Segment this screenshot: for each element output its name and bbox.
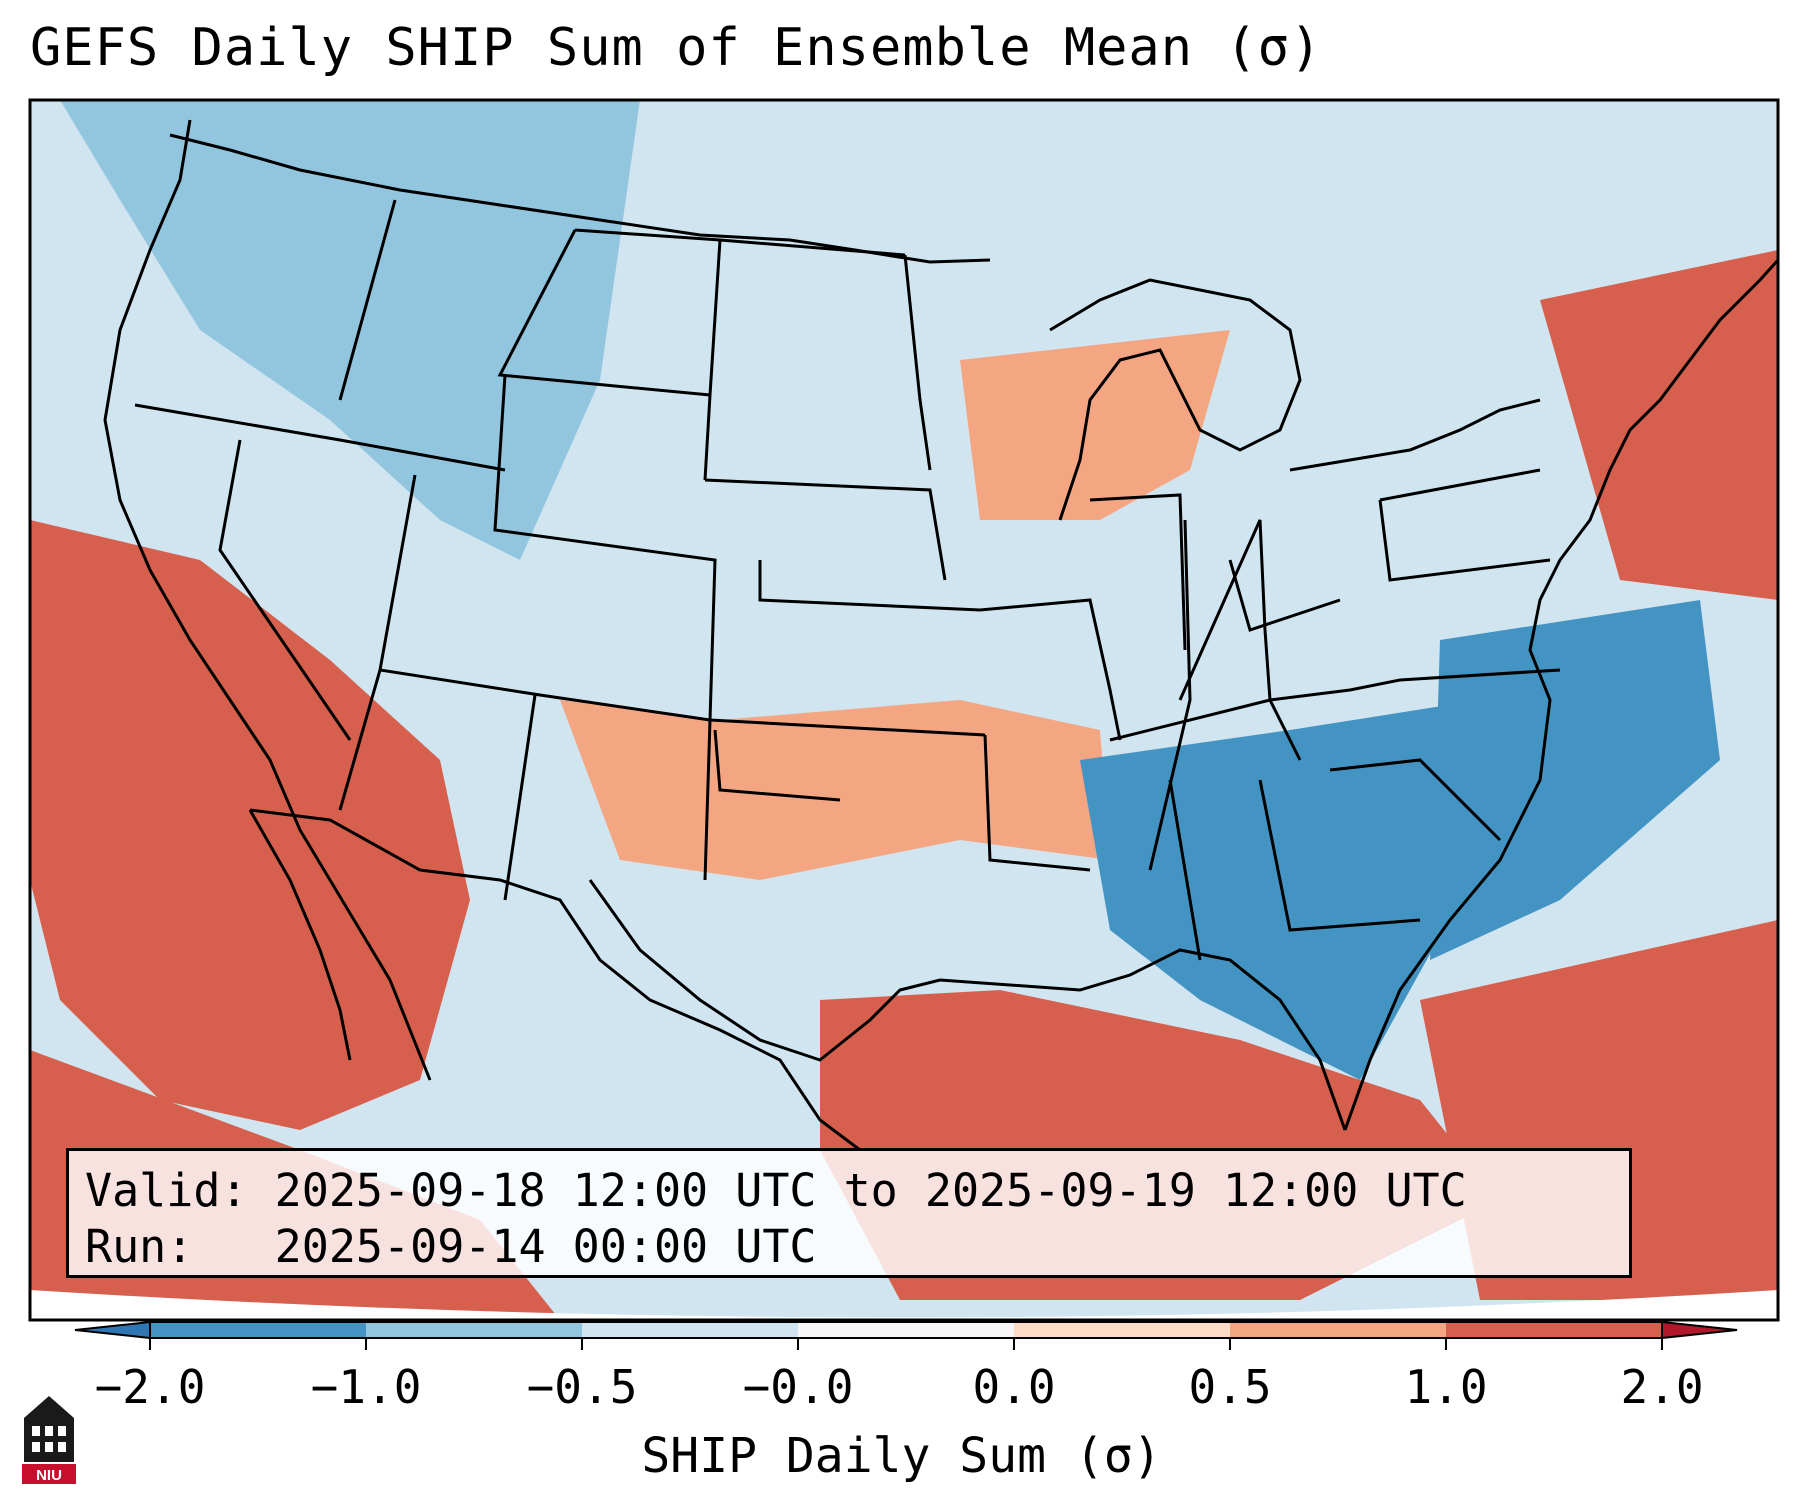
colorbar-tick-label: −0.5 <box>526 1360 638 1414</box>
region-southern-plains-oklahoma-texas-panhandle- <box>560 700 1110 880</box>
colorbar-bin <box>366 1322 583 1338</box>
colorbar-bin <box>798 1322 1015 1338</box>
run-value: 2025-09-14 00:00 UTC <box>274 1220 817 1273</box>
colorbar-label: SHIP Daily Sum (σ) <box>641 1428 1162 1484</box>
gulf-coast <box>588 879 1347 1131</box>
field-layer <box>30 100 1778 1318</box>
colorbar-frame <box>149 1321 1663 1339</box>
colorbar-tick-label: 0.0 <box>972 1360 1056 1414</box>
valid-row: Valid: 2025-09-18 12:00 UTC to 2025-09-1… <box>85 1163 1613 1219</box>
region-new-england-coastal-waters <box>1540 250 1778 600</box>
region-pacific-northwest-rockies <box>60 100 640 560</box>
colorbar-bin <box>150 1322 367 1338</box>
colorbar-tick-label: −0.0 <box>742 1360 854 1414</box>
colorbar-bin <box>582 1322 799 1338</box>
great-lakes <box>1049 278 1302 521</box>
run-row: Run: 2025-09-14 00:00 UTC <box>85 1219 1613 1275</box>
colorbar-bin <box>1230 1322 1447 1338</box>
colorbar-tick-label: 0.5 <box>1188 1360 1272 1414</box>
state-borders <box>103 119 1778 1152</box>
niu-logo-text: NIU <box>36 1467 62 1484</box>
baja <box>248 809 352 1061</box>
colorbar-tick-label: −1.0 <box>310 1360 422 1414</box>
valid-value: 2025-09-18 12:00 UTC to 2025-09-19 12:00… <box>274 1164 1467 1217</box>
region-upper-midwest-wisconsin-iowa- <box>960 330 1230 520</box>
colorbar-extend-low <box>74 1320 151 1340</box>
colorbar-tick-label: 1.0 <box>1404 1360 1488 1414</box>
valid-label: Valid: <box>85 1164 248 1217</box>
east-coast <box>1343 258 1778 1131</box>
niu-logo: NIU <box>22 1396 76 1484</box>
lake-erie-ontario <box>1289 398 1541 472</box>
run-label: Run: <box>85 1220 194 1273</box>
colorbar-tick-labels: −2.0 −1.0 −0.5 −0.0 0.0 0.5 1.0 2.0 <box>0 1360 1803 1420</box>
colorbar <box>74 1320 1738 1350</box>
map-frame <box>28 98 1780 1322</box>
colorbar-extend-high <box>1661 1320 1738 1340</box>
colorbar-bin <box>1014 1322 1231 1338</box>
colorbar-tick-label: −2.0 <box>94 1360 206 1414</box>
colorbar-tick-label: 2.0 <box>1620 1360 1704 1414</box>
chart-title: GEFS Daily SHIP Sum of Ensemble Mean (σ) <box>30 18 1323 78</box>
region-northern-plains <box>640 100 1000 380</box>
mexico-border <box>249 808 861 1152</box>
west-coast <box>103 119 432 1081</box>
colorbar-bin <box>1446 1322 1663 1338</box>
region-desert-southwest-baja <box>30 520 470 1130</box>
region-western-atlantic-off-carolinas <box>1430 600 1720 960</box>
region-southeast-us-florida <box>1080 700 1480 1080</box>
info-box: Valid: 2025-09-18 12:00 UTC to 2025-09-1… <box>66 1148 1632 1278</box>
